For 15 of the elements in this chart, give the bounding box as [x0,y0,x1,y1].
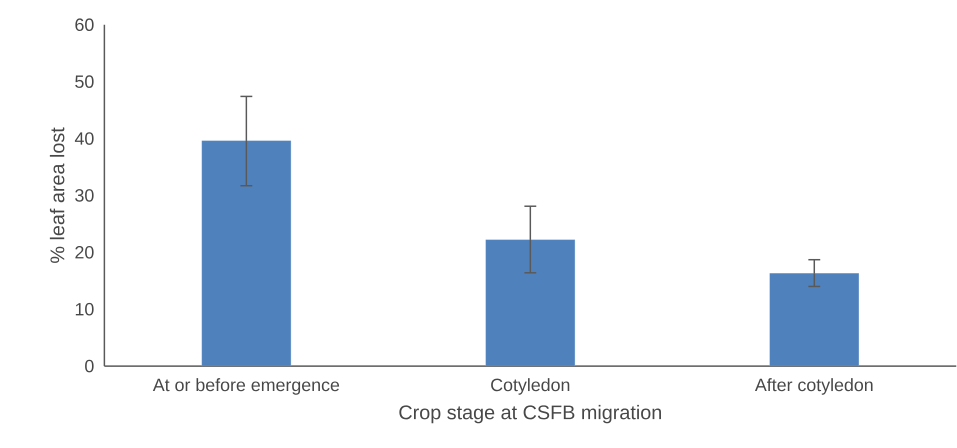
y-tick-label: 10 [76,302,94,316]
y-tick-label: 30 [75,189,94,202]
y-tick-label: 0 [85,360,94,372]
bar [202,140,292,366]
y-tick-label: 60 [75,18,94,31]
bar [770,273,860,366]
x-tick-label: After cotyledon [754,378,873,395]
bar [486,239,576,366]
x-tick-label: Cotyledon [491,378,570,395]
y-tick-label: 40 [74,132,94,145]
x-tick-label: At or before emergence [152,378,340,395]
y-tick-label: 50 [75,75,94,88]
x-axis-title: Crop stage at CSFB migration [399,404,661,424]
y-axis-title: % leaf area lost [50,127,64,263]
y-tick-label: 20 [75,246,94,259]
